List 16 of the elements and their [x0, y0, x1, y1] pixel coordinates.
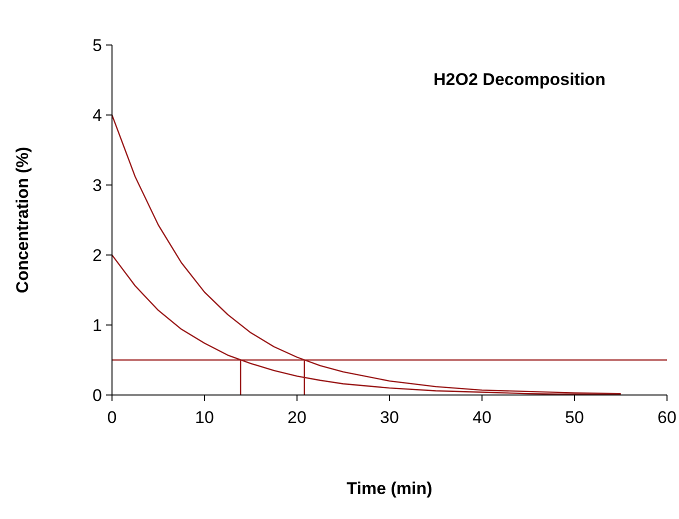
- x-tick-label: 20: [288, 408, 306, 427]
- x-tick-label: 50: [565, 408, 584, 427]
- y-tick-label: 0: [92, 386, 102, 405]
- x-tick-label: 10: [195, 408, 214, 427]
- x-axis-title: Time (min): [346, 479, 432, 498]
- y-tick-label: 4: [92, 106, 102, 125]
- y-axis-title: Concentration (%): [13, 146, 32, 294]
- y-tick-label: 2: [92, 246, 102, 265]
- y-tick-label: 1: [92, 316, 102, 335]
- x-tick-label: 0: [107, 408, 117, 427]
- x-tick-label: 30: [380, 408, 399, 427]
- y-tick-label: 3: [92, 176, 102, 195]
- text: H2O2 Decomposition: [434, 70, 606, 89]
- x-tick-label: 60: [658, 408, 676, 427]
- y-tick-label: 5: [92, 36, 102, 55]
- x-tick-label: 40: [472, 408, 492, 427]
